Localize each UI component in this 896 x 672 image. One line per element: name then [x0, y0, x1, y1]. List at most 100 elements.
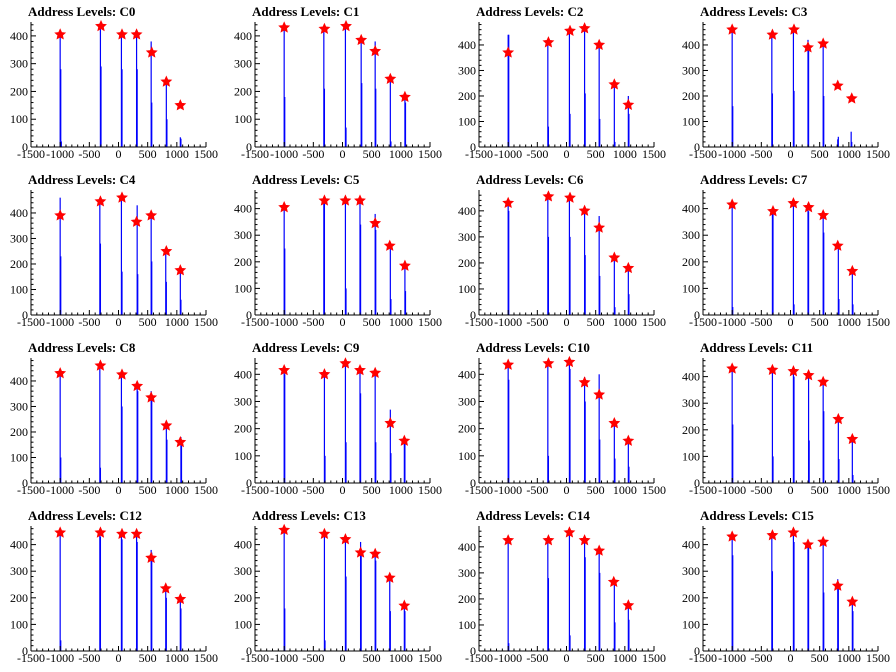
star-marker [94, 195, 107, 207]
y-tick-label: 100 [458, 449, 476, 463]
star-marker [369, 366, 382, 378]
x-tick-label: -1000 [270, 147, 298, 161]
chart-panel: Address Levels: C8 0 100 200 300 400 -1500 -100… [0, 336, 224, 504]
y-tick-label: 0 [22, 140, 28, 154]
star-marker [846, 264, 859, 277]
x-tick-label: 0 [116, 483, 122, 497]
star-marker [94, 359, 107, 371]
y-tick-label: 200 [234, 84, 252, 98]
star-marker [802, 369, 815, 381]
chart-svg: 0 100 200 300 400 -1500 -1000 -500 0 500 1000 1500 [458, 22, 666, 161]
y-tick-label: 400 [10, 374, 28, 388]
x-tick-label: -1500 [241, 315, 269, 329]
star-marker [817, 535, 830, 548]
x-tick-label: 0 [564, 483, 570, 497]
x-tick-label: -500 [302, 147, 324, 161]
chart-svg: 0 100 200 300 400 -1500 -1000 -500 0 500 1000 1500 [10, 526, 218, 665]
x-tick-label: -500 [526, 315, 548, 329]
star-marker [339, 533, 352, 545]
star-marker [831, 239, 844, 251]
star-marker [607, 575, 620, 588]
x-tick-label: 1000 [165, 147, 189, 161]
y-tick-label: 0 [470, 476, 476, 490]
x-tick-label: -1000 [494, 483, 522, 497]
x-tick-label: -500 [750, 147, 772, 161]
x-tick-label: -500 [78, 315, 100, 329]
x-tick-label: -1500 [17, 651, 45, 665]
y-tick-label: 400 [682, 202, 700, 216]
x-tick-label: 1000 [837, 651, 861, 665]
y-tick-label: 100 [10, 617, 28, 631]
y-tick-label: 100 [682, 449, 700, 463]
chart-title: Address Levels: C7 [700, 172, 808, 187]
star-marker [398, 90, 411, 103]
x-tick-label: 500 [587, 315, 605, 329]
star-marker [593, 221, 606, 233]
star-marker [278, 21, 291, 33]
star-marker [726, 23, 739, 35]
star-marker [578, 534, 591, 546]
star-marker [318, 194, 331, 206]
x-tick-label: 1000 [165, 315, 189, 329]
star-marker [340, 19, 352, 32]
star-marker [398, 434, 411, 446]
chart-svg: 0 100 200 300 400 -1500 -1000 -500 0 500 1000 1500 [234, 523, 442, 665]
star-marker [787, 197, 800, 209]
star-marker [787, 526, 800, 538]
x-tick-label: 1000 [165, 483, 189, 497]
x-tick-label: -1500 [465, 483, 493, 497]
x-tick-label: 500 [363, 147, 381, 161]
star-marker [339, 357, 352, 369]
y-tick-label: 100 [682, 617, 700, 631]
y-tick-label: 200 [458, 256, 476, 270]
star-marker [622, 599, 635, 611]
x-tick-label: -1500 [241, 483, 269, 497]
x-tick-label: -1500 [465, 315, 493, 329]
y-tick-label: 400 [458, 38, 476, 52]
x-tick-label: 0 [116, 147, 122, 161]
chart-svg: 0 100 200 300 400 -1500 -1000 -500 0 500 1000 1500 [682, 22, 890, 161]
y-tick-label: 0 [246, 644, 252, 658]
y-tick-label: 300 [458, 394, 476, 408]
star-marker [278, 201, 291, 213]
chart-panel: Address Levels: C14 0 100 200 300 400 -1500 -10… [448, 504, 672, 672]
chart-svg: 0 100 200 300 400 -1500 -1000 -500 0 500 1000 1500 [234, 357, 442, 497]
star-marker [817, 375, 830, 387]
x-tick-label: 1500 [866, 147, 890, 161]
y-tick-label: 300 [10, 564, 28, 578]
chart-title: Address Levels: C2 [476, 4, 584, 19]
star-marker [622, 98, 635, 110]
x-tick-label: 0 [340, 651, 346, 665]
y-tick-label: 100 [10, 112, 28, 126]
star-marker [174, 264, 187, 276]
star-marker [318, 22, 331, 34]
star-marker [174, 99, 187, 111]
x-tick-label: -1500 [17, 315, 45, 329]
y-tick-label: 200 [10, 84, 28, 98]
x-tick-label: -1000 [718, 651, 746, 665]
star-marker [130, 215, 143, 227]
chart-svg: 0 100 200 300 400 -1500 -1000 -500 0 500 1000 1500 [458, 190, 666, 329]
chart-panel: Address Levels: C7 0 100 200 300 400 -1500 -100… [672, 168, 896, 336]
chart-panel: Address Levels: C9 0 100 200 300 400 -1500 -100… [224, 336, 448, 504]
star-marker [383, 571, 396, 583]
x-tick-label: -1000 [46, 315, 74, 329]
y-tick-label: 300 [682, 396, 700, 410]
star-marker [145, 391, 158, 403]
y-tick-label: 200 [234, 422, 252, 436]
x-tick-label: 1500 [418, 483, 442, 497]
y-tick-label: 0 [246, 308, 252, 322]
star-marker [802, 538, 814, 550]
y-tick-label: 200 [234, 591, 252, 605]
chart-svg: 0 100 200 300 400 -1500 -1000 -500 0 500 1000 1500 [10, 190, 218, 329]
x-tick-label: -500 [302, 651, 324, 665]
x-tick-label: 1000 [165, 651, 189, 665]
x-tick-label: 500 [363, 651, 381, 665]
x-tick-label: 0 [564, 147, 570, 161]
star-marker [160, 244, 173, 257]
y-tick-label: 0 [22, 308, 28, 322]
star-marker [817, 37, 830, 49]
x-tick-label: -1000 [46, 483, 74, 497]
x-tick-label: 1500 [866, 315, 890, 329]
chart-title: Address Levels: C15 [700, 508, 814, 523]
